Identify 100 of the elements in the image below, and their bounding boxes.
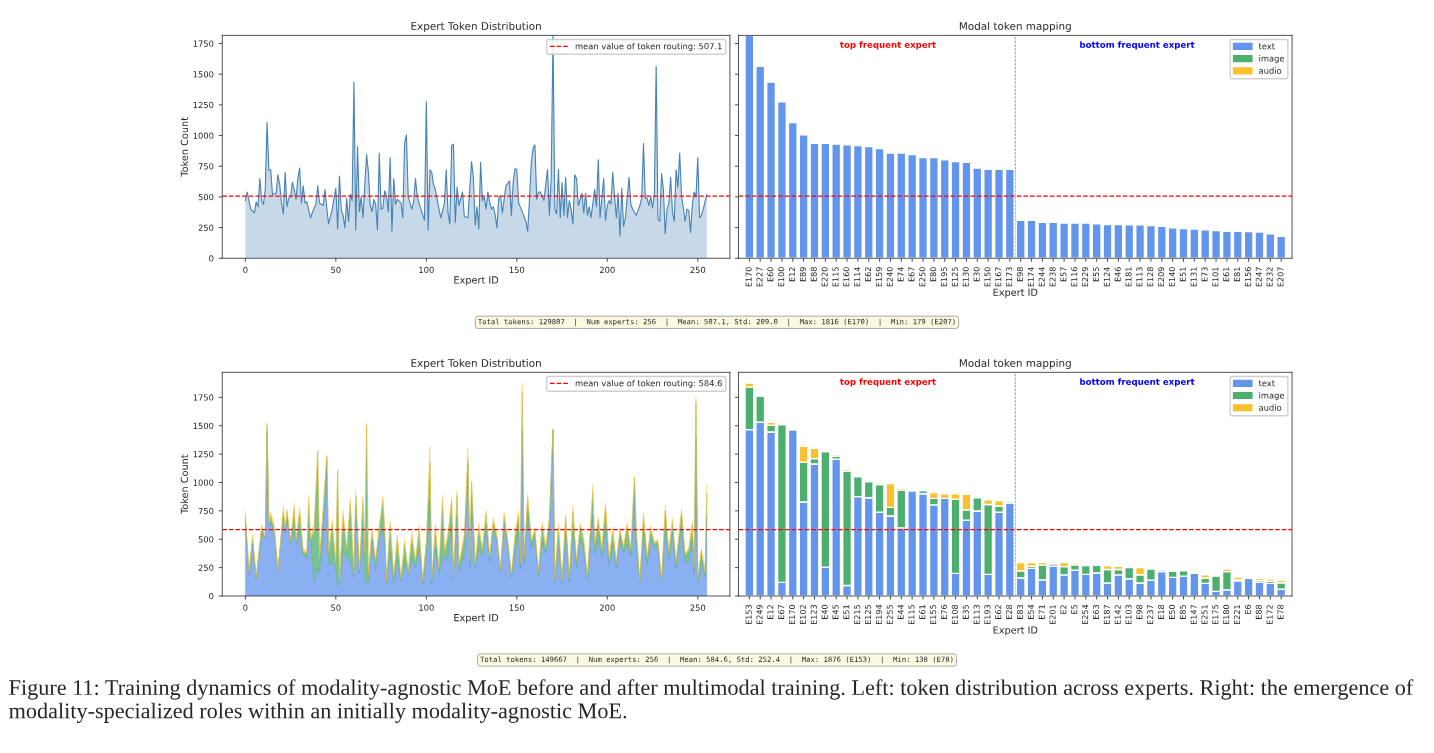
x-tick-label: E83: [1016, 604, 1024, 619]
y-tick-label: 1500: [193, 71, 214, 78]
x-tick-label: E12: [767, 605, 774, 619]
y-tick-label: 1750: [193, 394, 214, 401]
y-tick-label: 1250: [193, 101, 214, 109]
x-tick-label: E50: [1168, 604, 1175, 619]
x-tick-label: 50: [331, 266, 341, 274]
y-tick-label: 250: [198, 564, 214, 571]
x-tick-label: E67: [778, 605, 785, 619]
x-tick-label: E174: [1027, 267, 1034, 287]
x-tick-label: E255: [886, 605, 893, 625]
x-tick-label: E207: [1277, 267, 1284, 287]
x-tick-label: E51: [1179, 267, 1186, 282]
x-tick-label: E78: [1277, 604, 1284, 619]
annotation: bottom frequent expert: [1080, 41, 1195, 50]
x-tick-label: E181: [1125, 267, 1132, 287]
x-tick-label: E232: [1266, 267, 1273, 287]
x-tick-label: E172: [1266, 605, 1273, 625]
legend-label: image: [1259, 55, 1285, 64]
x-tick-label: E195: [940, 267, 948, 287]
x-tick-label: E240: [886, 267, 893, 287]
x-tick-label: E251: [1201, 605, 1208, 625]
x-tick-label: E140: [1168, 267, 1175, 287]
x-tick-label: E125: [951, 267, 958, 287]
x-tick-label: E209: [1158, 267, 1165, 287]
x-tick-label: E113: [973, 604, 980, 625]
y-tick-label: 0: [209, 255, 214, 262]
x-tick-label: E62: [995, 605, 1002, 619]
x-tick-label: 0: [243, 604, 248, 611]
y-tick-label: 1250: [193, 451, 214, 458]
x-tick-label: E147: [1190, 605, 1197, 625]
x-tick-label: E193: [984, 604, 991, 625]
x-tick-label: E180: [1223, 604, 1230, 625]
x-tick-label: E88: [1255, 604, 1262, 619]
y-axis-title: Token Count: [180, 117, 189, 177]
x-tick-label: E201: [1049, 605, 1056, 625]
x-tick-label: E61: [919, 605, 926, 619]
y-tick-label: 0: [209, 592, 214, 600]
x-tick-label: E123: [810, 604, 817, 625]
x-tick-label: E5: [1071, 605, 1078, 614]
x-tick-label: E40: [821, 604, 828, 619]
chart-title: Expert Token Distribution: [411, 21, 541, 32]
x-tick-label: E238: [1049, 267, 1056, 287]
x-tick-label: E247: [1255, 267, 1262, 287]
x-tick-label: 250: [690, 604, 706, 611]
x-tick-label: E76: [940, 604, 948, 619]
x-tick-label: E187: [1103, 605, 1110, 625]
x-tick-label: E130: [962, 267, 969, 287]
chart-title: Expert Token Distribution: [411, 358, 541, 369]
x-tick-label: E57: [1060, 267, 1067, 282]
x-tick-label: E73: [1201, 267, 1208, 282]
annotation: top frequent expert: [839, 41, 936, 50]
chart-title: Modal token mapping: [959, 358, 1071, 369]
x-tick-label: E51: [843, 605, 850, 619]
x-tick-label: E170: [745, 267, 752, 287]
x-tick-label: E244: [1038, 267, 1045, 287]
x-tick-label: E249: [756, 604, 763, 625]
x-tick-label: E131: [1190, 267, 1197, 287]
x-tick-label: E55: [1093, 267, 1100, 282]
y-tick-label: 750: [198, 163, 214, 170]
x-tick-label: E115: [832, 267, 839, 287]
x-tick-label: E12: [789, 267, 795, 282]
x-tick-label: E227: [756, 267, 763, 287]
x-tick-label: E44: [897, 604, 904, 619]
x-tick-label: E237: [1147, 605, 1154, 625]
x-tick-label: E85: [1179, 605, 1186, 619]
legend-label: image: [1259, 392, 1285, 401]
y-tick-label: 1750: [193, 40, 214, 47]
x-tick-label: 200: [599, 266, 615, 274]
x-tick-label: E153: [745, 604, 752, 625]
x-tick-label: E2: [1060, 605, 1067, 614]
x-tick-label: E60: [767, 267, 774, 282]
legend-label: mean value of token routing: 507.1: [575, 42, 722, 51]
annotation: top frequent expert: [839, 378, 936, 387]
x-tick-label: 100: [419, 604, 434, 611]
x-tick-label: E250: [919, 267, 926, 287]
caption: Figure 11: Training dynamics of modality-agnostic MoE before and after multimodal training. Left: token distribution across experts. Right: the emergence of modality-specialized roles within an initially modality-agnostic MoE.: [9, 679, 1414, 723]
x-tick-label: 0: [243, 266, 248, 274]
x-tick-label: E142: [1114, 605, 1121, 625]
x-tick-label: E74: [897, 267, 904, 282]
x-tick-label: E54: [1027, 604, 1034, 619]
x-tick-label: E254: [1082, 604, 1089, 625]
x-tick-label: E125: [865, 605, 872, 625]
x-tick-label: 100: [419, 266, 434, 274]
x-axis-title: Expert ID: [993, 626, 1038, 636]
x-tick-label: 150: [509, 604, 525, 611]
x-tick-label: E100: [778, 267, 785, 287]
x-tick-label: E67: [908, 267, 915, 282]
x-tick-label: E156: [1244, 267, 1251, 287]
x-axis-title: Expert ID: [454, 614, 499, 624]
x-tick-label: E61: [1223, 267, 1230, 282]
x-tick-label: E220: [821, 267, 828, 287]
legend-label: text: [1258, 43, 1275, 50]
x-tick-label: E80: [930, 267, 937, 282]
x-tick-label: E215: [854, 605, 861, 625]
x-tick-label: E170: [789, 604, 796, 625]
x-tick-label: E103: [1125, 604, 1132, 625]
x-tick-label: E116: [1071, 267, 1078, 287]
x-tick-label: E89: [799, 267, 806, 282]
legend-label: audio: [1259, 67, 1282, 74]
